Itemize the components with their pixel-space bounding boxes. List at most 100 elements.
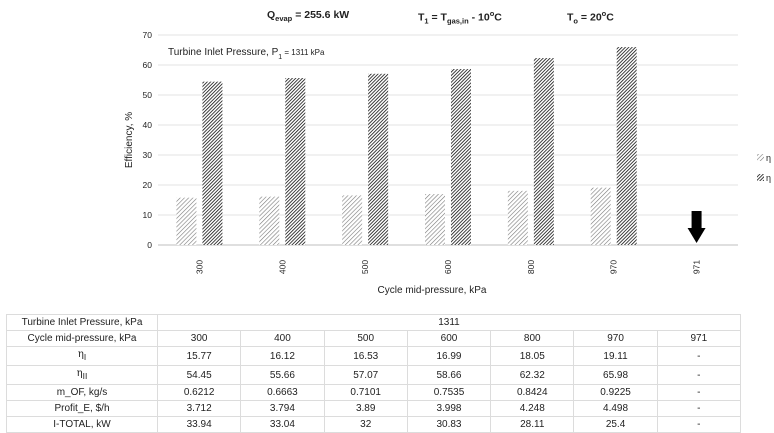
table-cell: 970 bbox=[573, 330, 658, 347]
table-cell: 55.66 bbox=[240, 365, 325, 385]
table-row: I-TOTAL, kW 33.94 33.04 32 30.83 28.11 25.4- bbox=[6, 416, 742, 433]
bar bbox=[451, 69, 471, 246]
table-cell: 58.66 bbox=[406, 365, 492, 385]
table-row: ηI 15.77 16.12 16.53 16.99 18.05 19.11- bbox=[6, 346, 742, 366]
table-cell: 18.05 bbox=[490, 346, 575, 366]
legend: η η bbox=[757, 153, 771, 183]
table-cell: - bbox=[656, 384, 742, 401]
table-cell: 62.32 bbox=[490, 365, 575, 385]
x-tick-label: 970 bbox=[609, 260, 619, 274]
y-tick-label: 40 bbox=[143, 120, 153, 130]
table-row: Cycle mid-pressure, kPa 300 400 500 600 800 97… bbox=[6, 330, 742, 347]
bar bbox=[259, 196, 280, 245]
row-label-m-of-kg-s: m_OF, kg/s bbox=[6, 384, 158, 401]
table-cell: 0.7535 bbox=[406, 384, 492, 401]
table-row: ηII 54.45 55.66 57.07 58.66 62.32 65.98- bbox=[6, 365, 742, 385]
table-cell: - bbox=[656, 416, 742, 433]
table-cell: 800 bbox=[490, 330, 575, 347]
evaporator-load-label: Qevap = 255.6 kW bbox=[267, 9, 350, 24]
table-cell: 16.12 bbox=[240, 346, 325, 366]
bar bbox=[368, 73, 389, 245]
x-axis-title: Cycle mid-pressure, kPa bbox=[378, 285, 487, 296]
table-cell: 600 bbox=[406, 330, 492, 347]
turbine-inlet-temperature-label: T1 = Tgas,in - 10oC bbox=[418, 9, 502, 26]
y-tick-label: 10 bbox=[143, 210, 153, 220]
ambient-temperature-label: To = 20oC bbox=[567, 9, 614, 26]
y-tick-label: 50 bbox=[143, 90, 153, 100]
results-table: Turbine Inlet Pressure, kPa 1311 Cycle mid… bbox=[6, 314, 742, 433]
table-cell: 19.11 bbox=[573, 346, 658, 366]
bar bbox=[202, 81, 223, 246]
legend-swatch-eta-i bbox=[757, 154, 764, 161]
bar bbox=[176, 197, 197, 245]
table-cell: 3.89 bbox=[323, 400, 408, 417]
table-cell: 400 bbox=[240, 330, 325, 347]
table-cell: 300 bbox=[156, 330, 242, 347]
table-cell: 3.712 bbox=[156, 400, 242, 417]
bars bbox=[176, 47, 637, 246]
row-label-turbine-inlet-pressure-kpa: Turbine Inlet Pressure, kPa bbox=[6, 314, 158, 331]
y-tick-label: 0 bbox=[147, 240, 152, 250]
down-arrow-icon bbox=[687, 211, 706, 243]
row-label-eta-ii: ηII bbox=[6, 365, 158, 385]
table-cell: 971 bbox=[656, 330, 742, 347]
table-cell: 57.07 bbox=[323, 365, 408, 385]
gridlines bbox=[158, 34, 738, 246]
table-cell: 16.99 bbox=[406, 346, 492, 366]
table-cell: 25.4 bbox=[573, 416, 658, 433]
table-cell: - bbox=[656, 346, 742, 366]
x-tick-label: 800 bbox=[526, 260, 536, 274]
legend-swatch-eta-ii bbox=[757, 174, 764, 181]
bar bbox=[616, 47, 637, 246]
table-cell: 3.794 bbox=[240, 400, 325, 417]
row-label-profit-e-h: Profit_E, $/h bbox=[6, 400, 158, 417]
table-cell: 28.11 bbox=[490, 416, 575, 433]
x-tick-label: 600 bbox=[443, 260, 453, 274]
legend-label-eta-i: η bbox=[766, 153, 771, 163]
x-tick-label: 500 bbox=[360, 260, 370, 274]
table-cell: 15.77 bbox=[156, 346, 242, 366]
x-axis: 300 400 500 600 800 970 971 bbox=[194, 260, 701, 274]
table-cell: 4.498 bbox=[573, 400, 658, 417]
x-tick-label: 300 bbox=[194, 260, 204, 274]
table-cell: 0.6212 bbox=[156, 384, 242, 401]
bar bbox=[425, 194, 445, 245]
bar bbox=[533, 58, 554, 245]
table-cell: 33.94 bbox=[156, 416, 242, 433]
y-tick-label: 30 bbox=[143, 150, 153, 160]
row-label-i-total-kw: I-TOTAL, kW bbox=[6, 416, 158, 433]
y-tick-label: 70 bbox=[143, 30, 153, 40]
table-row: Profit_E, $/h 3.712 3.794 3.89 3.998 4.248 4.4… bbox=[6, 400, 742, 417]
table-cell: 65.98 bbox=[573, 365, 658, 385]
turbine-inlet-pressure-annotation: Turbine Inlet Pressure, P1 = 1311 kPa bbox=[168, 47, 325, 61]
bar bbox=[507, 190, 528, 245]
y-tick-label: 60 bbox=[143, 60, 153, 70]
table-cell: 3.998 bbox=[406, 400, 492, 417]
table-row: m_OF, kg/s 0.6212 0.6663 0.7101 0.7535 0.8424… bbox=[6, 384, 742, 401]
legend-label-eta-ii: η bbox=[766, 173, 771, 183]
table-cell: 30.83 bbox=[406, 416, 492, 433]
table-cell: 500 bbox=[323, 330, 408, 347]
bar bbox=[590, 187, 611, 245]
table-cell: 4.248 bbox=[490, 400, 575, 417]
bar bbox=[285, 78, 306, 246]
table-cell: - bbox=[656, 365, 742, 385]
row-label-eta-i: ηI bbox=[6, 346, 158, 366]
table-cell: 54.45 bbox=[156, 365, 242, 385]
table-cell: 0.9225 bbox=[573, 384, 658, 401]
table-cell: - bbox=[656, 400, 742, 417]
x-tick-label: 400 bbox=[277, 260, 287, 274]
bar bbox=[342, 195, 363, 245]
table-cell: 0.6663 bbox=[240, 384, 325, 401]
x-tick-label: 971 bbox=[692, 260, 702, 274]
y-axis: 0 10 20 30 40 50 60 70 bbox=[143, 30, 153, 250]
arrow-head bbox=[687, 228, 706, 243]
arrow-shaft bbox=[691, 211, 702, 229]
y-axis-title: Efficiency, % bbox=[124, 112, 135, 168]
chart-header: Qevap = 255.6 kW T1 = Tgas,in - 10oC To … bbox=[0, 9, 774, 31]
table-cell: 0.8424 bbox=[490, 384, 575, 401]
row-label-cycle-mid-pressure-kpa: Cycle mid-pressure, kPa bbox=[6, 330, 158, 347]
y-tick-label: 20 bbox=[143, 180, 153, 190]
efficiency-bar-chart: 0 10 20 30 40 50 60 70 300 400 500 600 800 970 971 Tu… bbox=[124, 30, 771, 296]
table-cell: 32 bbox=[323, 416, 408, 433]
